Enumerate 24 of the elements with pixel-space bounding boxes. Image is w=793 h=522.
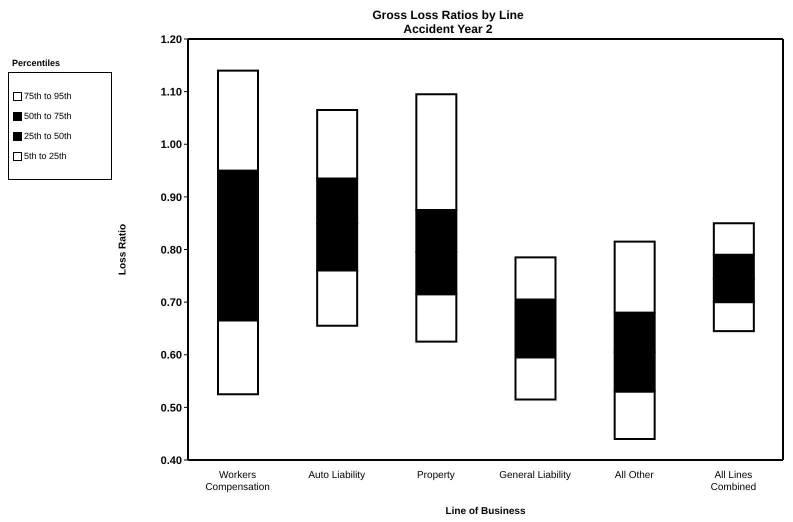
y-tick-label: 0.90 xyxy=(160,192,182,204)
x-tick-label: All Lines Combined xyxy=(710,470,756,493)
y-axis-title: Loss Ratio xyxy=(118,224,129,276)
legend-title: Percentiles xyxy=(12,58,62,68)
x-tick-label: Workers Compensation xyxy=(205,470,270,493)
y-tick-label: 0.80 xyxy=(160,244,182,256)
y-tick-label: 0.40 xyxy=(160,454,182,467)
y-tick-label: 1.20 xyxy=(160,34,182,46)
y-tick-label: 0.60 xyxy=(160,350,182,362)
x-tick-label: Property xyxy=(417,470,455,481)
y-tick-label: 0.50 xyxy=(160,402,182,414)
x-axis-title: Line of Business xyxy=(445,506,526,517)
chart-subtitle: Accident Year 2 xyxy=(403,22,493,36)
y-tick-label: 0.70 xyxy=(160,297,182,310)
legend-label: 25th to 50th xyxy=(24,131,72,141)
x-tick-label: Auto Liability xyxy=(308,470,366,481)
chart-title: Gross Loss Ratios by Line xyxy=(371,8,525,22)
y-tick-label: 1.00 xyxy=(160,139,182,152)
y-tick-label: 1.10 xyxy=(160,86,182,99)
legend-label: 75th to 95th xyxy=(24,91,72,101)
legend-label: 5th to 25th xyxy=(24,151,67,161)
x-tick-label: General Liability xyxy=(499,470,571,481)
x-tick-label: All Other xyxy=(614,470,654,481)
legend-label: 50th to 75th xyxy=(24,111,72,121)
